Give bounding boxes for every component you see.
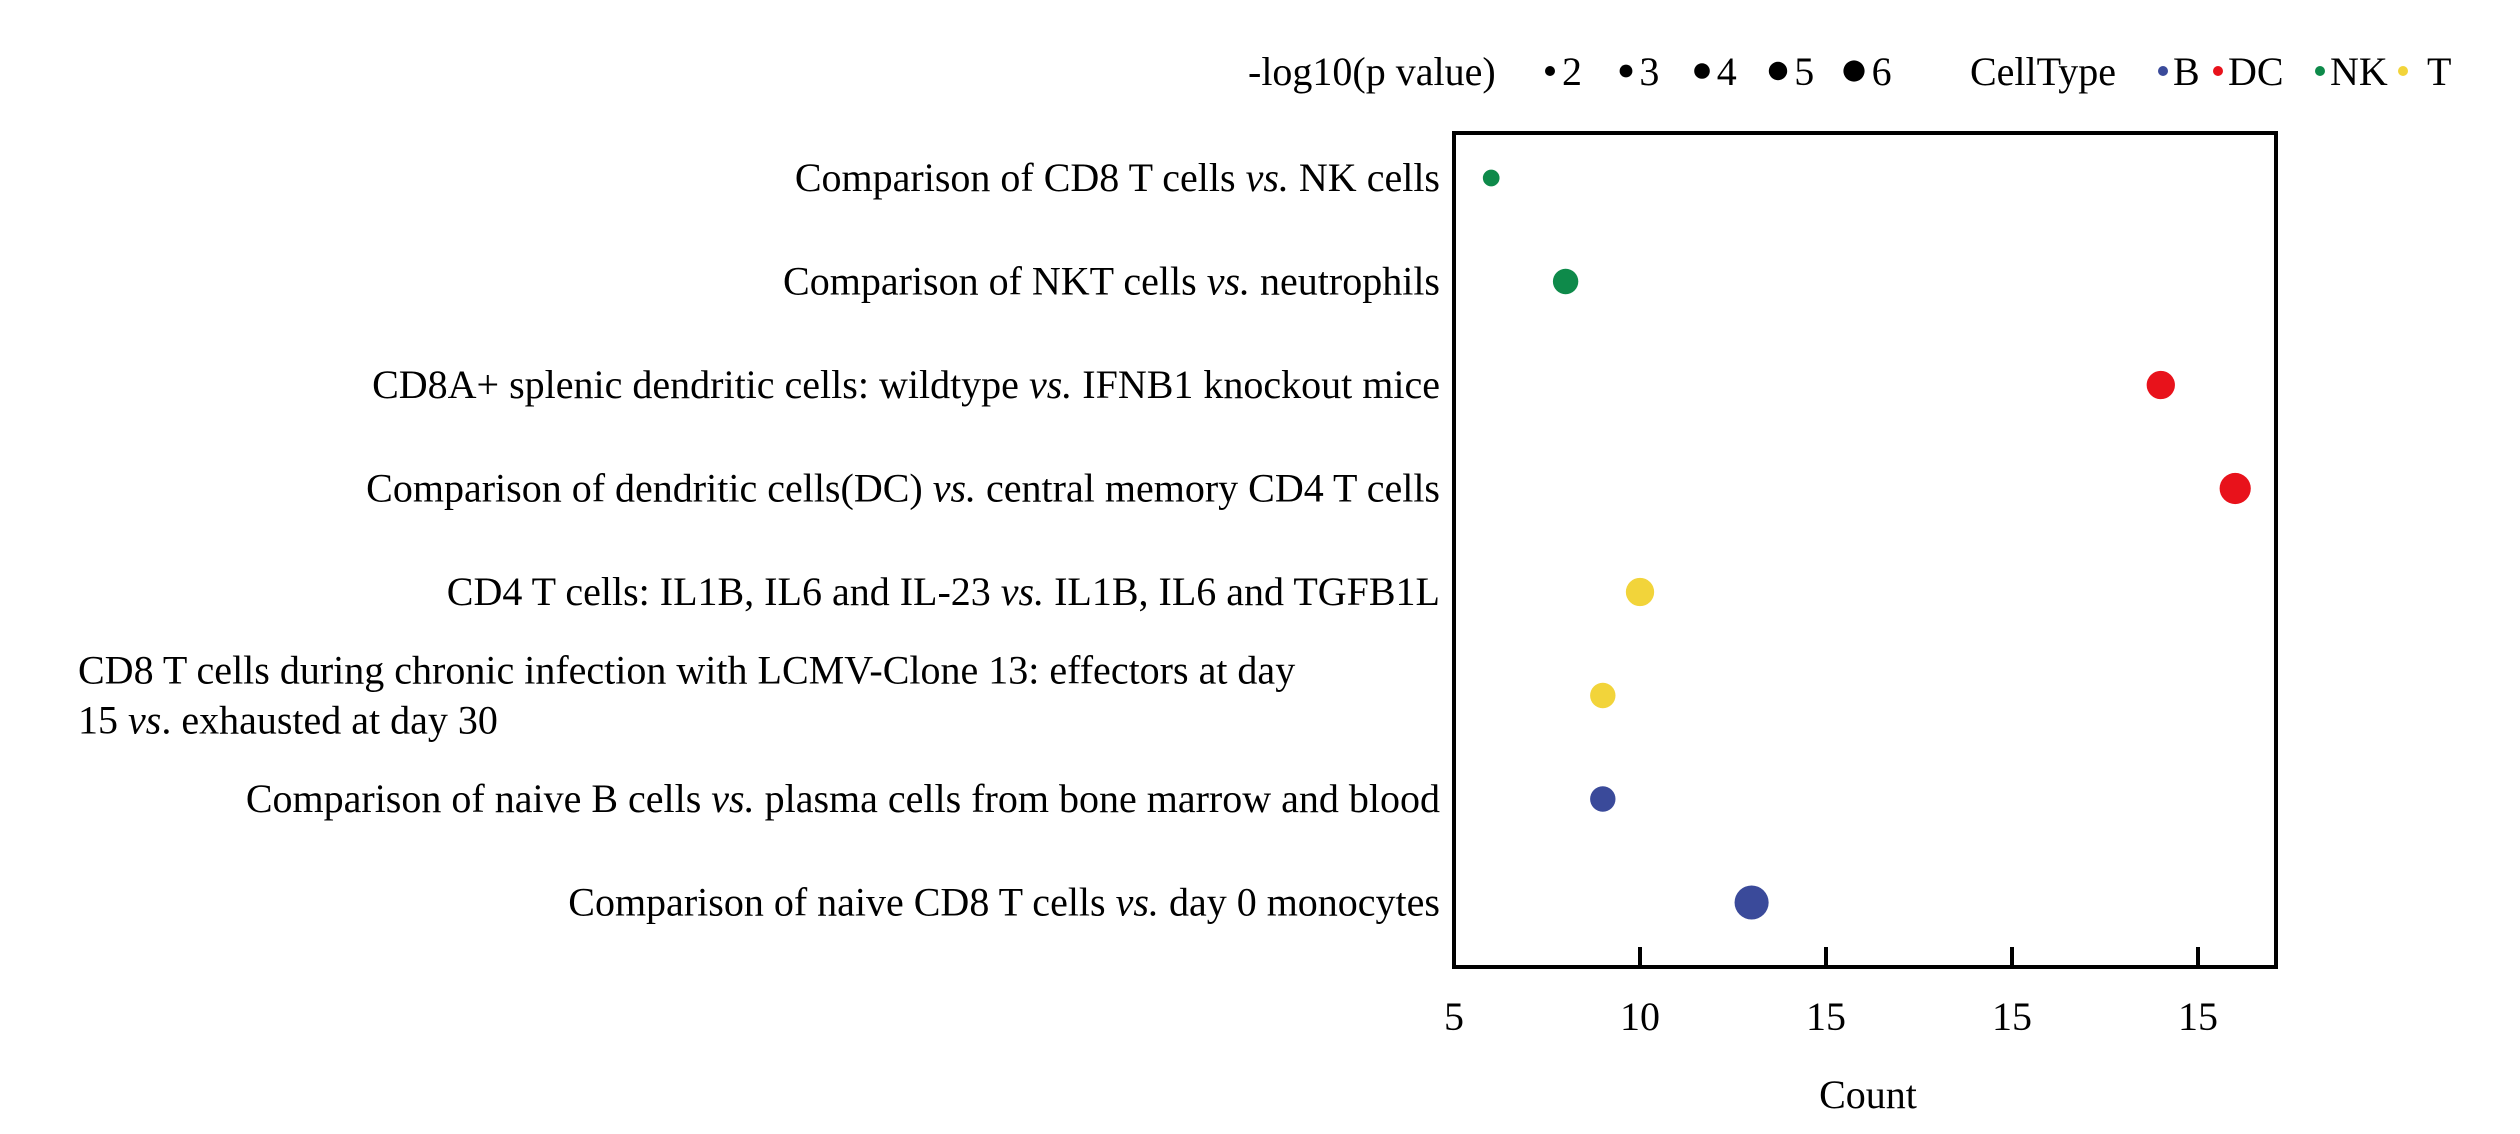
data-point-dc <box>2146 370 2175 400</box>
data-point-nk <box>1482 169 1500 187</box>
size-legend-dot <box>1619 64 1633 78</box>
category-label: Comparison of naive CD8 T cells vs. day … <box>568 880 1440 925</box>
category-label: Comparison of NKT cells vs. neutrophils <box>783 259 1440 304</box>
size-legend-dot <box>1768 61 1788 81</box>
y-axis-labels: Comparison of CD8 T cells vs. NK cells Co… <box>78 155 1440 925</box>
x-tick-label: 5 <box>1444 994 1464 1039</box>
data-points <box>1482 169 2251 920</box>
color-legend-dot-b <box>2158 66 2168 76</box>
color-legend-title: CellType <box>1970 49 2116 94</box>
color-legend-label: B <box>2173 49 2200 94</box>
category-label: CD4 T cells: IL1B, IL6 and IL-23 vs. IL1… <box>447 569 1440 614</box>
size-legend-title: -log10(p value) <box>1248 49 1496 94</box>
data-point-t <box>1625 577 1655 607</box>
color-legend-label: NK <box>2330 49 2388 94</box>
data-point-b <box>1734 885 1769 920</box>
color-legend-dot-nk <box>2315 66 2325 76</box>
x-tick-label: 15 <box>1992 994 2032 1039</box>
color-legend-items: B DC NK T <box>2158 49 2451 94</box>
x-tick-label: 10 <box>1620 994 1660 1039</box>
x-axis-ticks: 5 10 15 15 15 <box>1444 947 2218 1039</box>
size-legend-label: 5 <box>1794 49 1814 94</box>
color-legend-label: DC <box>2228 49 2284 94</box>
category-label: CD8 T cells during chronic infection wit… <box>78 648 1295 693</box>
size-legend-dot <box>1545 66 1555 76</box>
category-label: CD8A+ splenic dendritic cells: wildtype … <box>372 362 1440 407</box>
category-label: Comparison of dendritic cells(DC) vs. ce… <box>366 466 1440 511</box>
x-axis-title: Count <box>1819 1072 1917 1117</box>
size-legend-label: 3 <box>1639 49 1659 94</box>
size-legend-dot <box>1843 60 1865 82</box>
x-tick-label: 15 <box>1806 994 1846 1039</box>
color-legend-dot-dc <box>2213 66 2223 76</box>
size-legend-label: 4 <box>1717 49 1737 94</box>
data-point-b <box>1590 786 1616 812</box>
data-point-dc <box>2219 472 2251 505</box>
size-legend-dot <box>1694 63 1710 79</box>
data-point-nk <box>1552 268 1579 295</box>
plot-frame <box>1452 131 2278 969</box>
category-label: Comparison of CD8 T cells vs. NK cells <box>795 155 1440 200</box>
category-label: Comparison of naive B cells vs. plasma c… <box>246 776 1440 821</box>
size-legend-label: 2 <box>1562 49 1582 94</box>
color-legend-label: T <box>2427 49 2451 94</box>
data-point-t <box>1590 682 1616 709</box>
color-legend-dot-t <box>2398 66 2408 76</box>
x-tick-label: 15 <box>2178 994 2218 1039</box>
size-legend-items: 2 3 4 5 6 <box>1545 49 1892 94</box>
legend: -log10(p value) 2 3 4 5 6 CellType B DC NK T <box>1248 49 2451 94</box>
category-label: 15 vs. exhausted at day 30 <box>78 698 498 743</box>
size-legend-label: 6 <box>1872 49 1892 94</box>
